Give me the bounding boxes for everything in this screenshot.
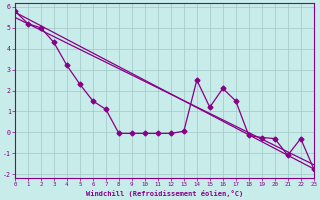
X-axis label: Windchill (Refroidissement éolien,°C): Windchill (Refroidissement éolien,°C) [86, 190, 243, 197]
